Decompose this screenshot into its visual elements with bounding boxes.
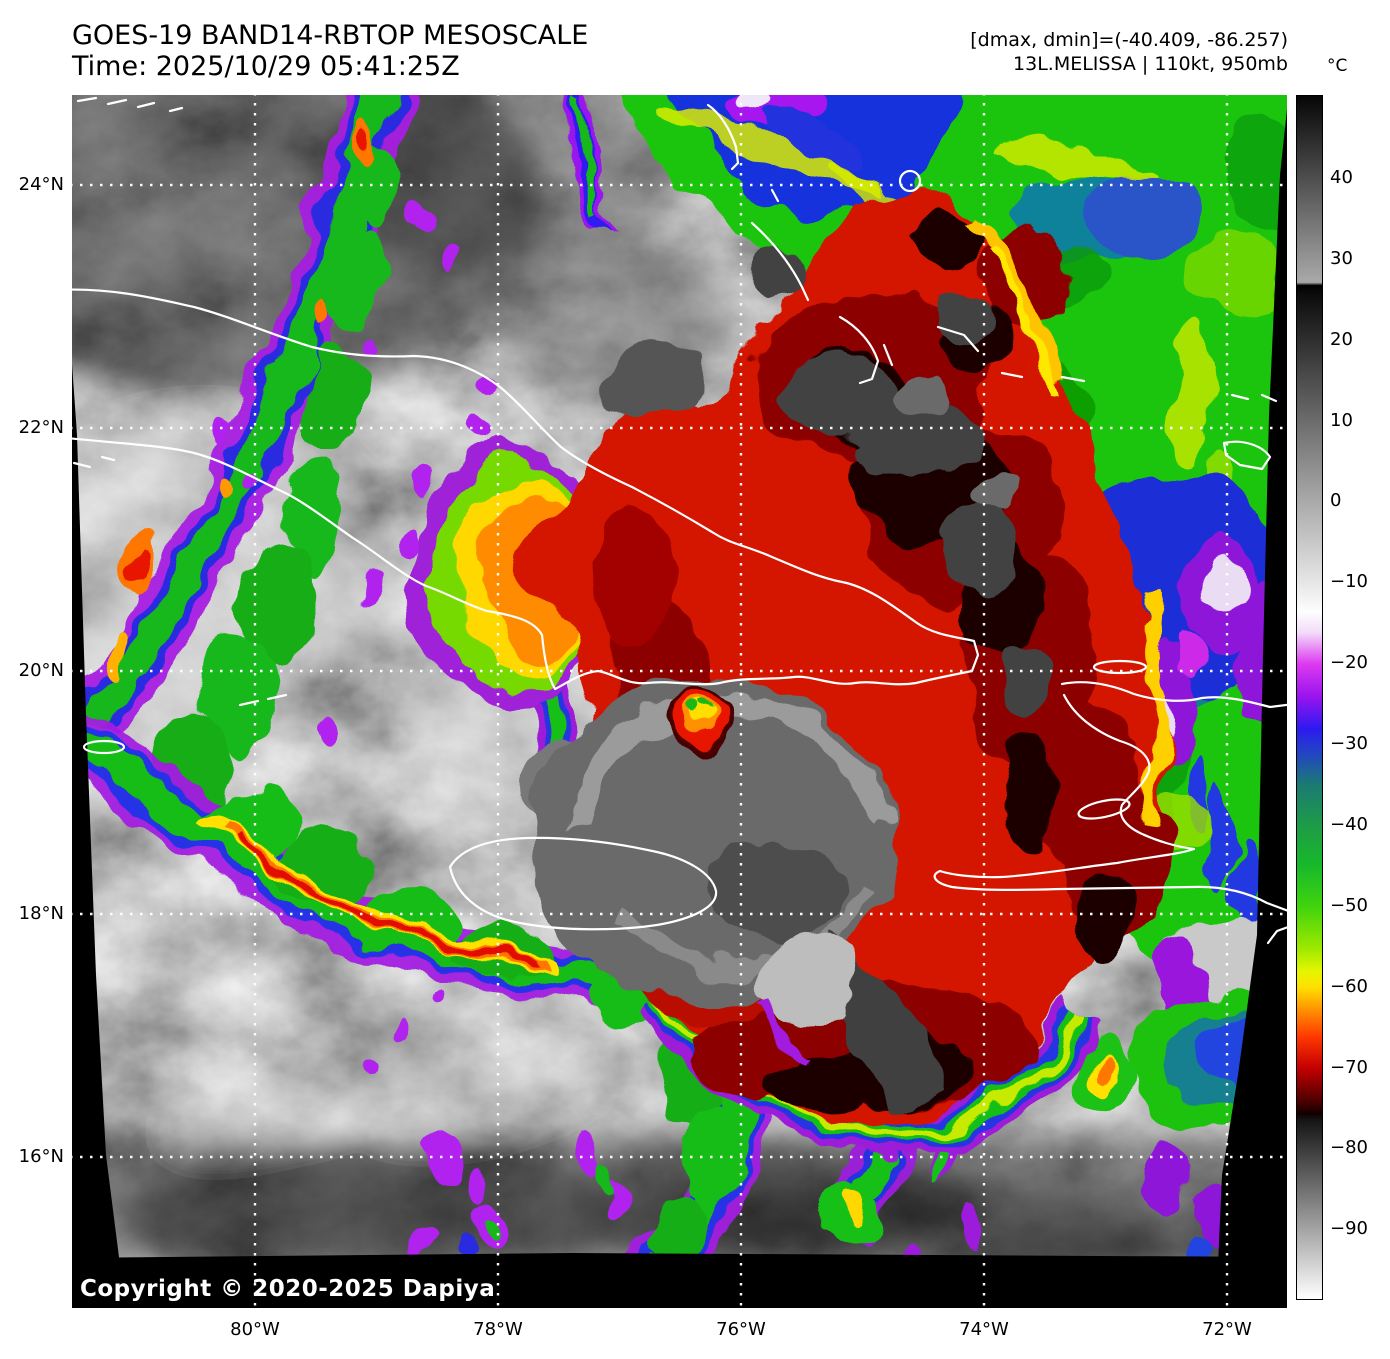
west-rainband (72, 95, 410, 819)
colorbar-tick-label: −80 (1330, 1137, 1368, 1159)
latitude-tick-label: 24°N (18, 174, 64, 195)
satellite-imagery (72, 95, 1287, 1308)
page-title: GOES-19 BAND14-RBTOP MESOSCALE (72, 20, 589, 51)
colorbar-tick-label: −70 (1330, 1056, 1368, 1078)
colorbar-tick-label: 20 (1330, 328, 1353, 350)
colorbar-tick-label: −10 (1330, 571, 1368, 593)
cuba-coastline (72, 288, 980, 691)
jamaica-coastline (448, 836, 718, 931)
longitude-tick-label: 80°W (230, 1319, 280, 1340)
storm-status-readout: 13L.MELISSA | 110kt, 950mb (1013, 53, 1288, 75)
latitude-tick-label: 18°N (18, 903, 64, 924)
hispaniola-west-coastline (933, 693, 1287, 912)
colorbar-tick-label: −60 (1330, 975, 1368, 997)
colorbar-tick-label: 0 (1330, 490, 1342, 512)
hispaniola-north-coastline (1060, 681, 1287, 709)
colorbar-tick-label: −50 (1330, 894, 1368, 916)
colorbar-tick-label: 10 (1330, 409, 1353, 431)
colorbar-tick-label: −90 (1330, 1218, 1368, 1240)
warm-center-swirl (522, 680, 943, 1110)
latitude-tick-label: 22°N (18, 417, 64, 438)
satellite-map (72, 95, 1287, 1308)
title-block: GOES-19 BAND14-RBTOP MESOSCALE Time: 202… (72, 20, 588, 82)
colorbar-unit-label: °C (1327, 56, 1348, 76)
temperature-colorbar (1296, 95, 1323, 1300)
color-enhanced-regions (72, 95, 1287, 1308)
copyright-watermark: Copyright © 2020-2025 Dapiya (80, 1276, 496, 1302)
longitude-tick-label: 72°W (1202, 1319, 1252, 1340)
florida-keys (76, 96, 184, 113)
latitude-tick-label: 16°N (18, 1146, 64, 1167)
colorbar-tick-label: −30 (1330, 733, 1368, 755)
coastlines (72, 96, 1287, 945)
hurricane-eye-marker (670, 685, 730, 749)
longitude-tick-label: 74°W (959, 1319, 1009, 1340)
bahamas-islands (706, 103, 1278, 471)
longitude-tick-label: 76°W (716, 1319, 766, 1340)
colorbar-tick-label: −20 (1330, 652, 1368, 674)
colorbar-tick-label: 30 (1330, 247, 1353, 269)
timestamp: Time: 2025/10/29 05:41:25Z (72, 51, 460, 82)
dmax-dmin-readout: [dmax, dmin]=(-40.409, -86.257) (970, 29, 1288, 51)
longitude-tick-label: 78°W (473, 1319, 523, 1340)
colorbar-tick-label: 40 (1330, 167, 1353, 188)
colorbar-tick-label: −40 (1330, 813, 1368, 835)
storm-info-block: [dmax, dmin]=(-40.409, -86.257) 13L.MELI… (970, 28, 1288, 76)
latitude-tick-label: 20°N (18, 660, 64, 681)
